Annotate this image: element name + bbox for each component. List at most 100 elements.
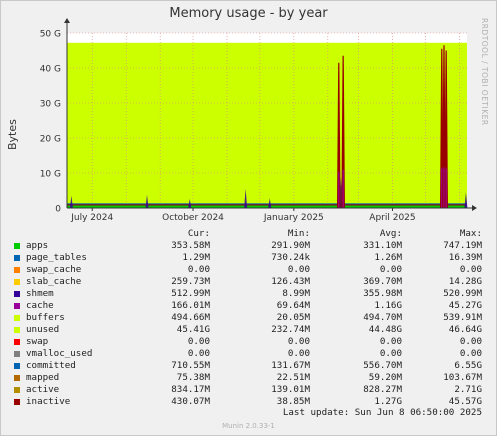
legend-min: 22.51M: [276, 372, 310, 383]
legend-cur: 0.00: [187, 264, 210, 275]
y-tick-label: 40 G: [40, 65, 61, 75]
x-tick-label: April 2025: [369, 213, 415, 223]
legend-name: mapped: [26, 372, 60, 383]
legend-name: unused: [26, 324, 60, 335]
spike-mark: [341, 55, 345, 208]
legend-cur: 710.55M: [171, 360, 210, 371]
bump-mark: [244, 188, 248, 208]
legend-max: 0.00: [459, 336, 482, 347]
legend-min: 139.01M: [271, 384, 310, 395]
y-tick-label: 0: [55, 205, 61, 215]
legend-cur: 75.38M: [176, 372, 210, 383]
x-tick-label: July 2024: [70, 213, 113, 223]
legend-swatch: [14, 363, 20, 369]
legend-avg: 0.00: [379, 336, 402, 347]
spike-mark: [336, 62, 341, 208]
spike-mark: [444, 50, 448, 208]
legend-row-slab-cache: slab_cache 259.73M 126.43M 369.70M 14.28G: [12, 276, 492, 288]
legend-avg: 1.26M: [374, 252, 402, 263]
legend-max: 16.39M: [448, 252, 482, 263]
legend: Cur: Min: Avg: Max: apps 353.58M 291.90M 33…: [12, 228, 492, 408]
legend-avg: 44.48G: [368, 324, 402, 335]
legend-row-page-tables: page_tables 1.29M 730.24k 1.26M 16.39M: [12, 252, 492, 264]
legend-swatch: [14, 243, 20, 249]
legend-min: 126.43M: [271, 276, 310, 287]
legend-max: 6.55G: [454, 360, 482, 371]
legend-name: buffers: [26, 312, 65, 323]
legend-name: swap_cache: [26, 264, 82, 275]
legend-swatch: [14, 279, 20, 285]
legend-avg: 331.10M: [363, 240, 402, 251]
legend-cur: 166.01M: [171, 300, 210, 311]
legend-max: 0.00: [459, 264, 482, 275]
legend-name: inactive: [26, 396, 71, 407]
legend-swatch: [14, 327, 20, 333]
legend-cur: 1.29M: [182, 252, 210, 263]
legend-max: 520.99M: [443, 288, 482, 299]
legend-row-committed: committed 710.55M 131.67M 556.70M 6.55G: [12, 360, 492, 372]
legend-cur: 834.17M: [171, 384, 210, 395]
legend-swatch: [14, 255, 20, 261]
legend-row-apps: apps 353.58M 291.90M 331.10M 747.19M: [12, 240, 492, 252]
legend-min: 131.67M: [271, 360, 310, 371]
legend-avg: 0.00: [379, 348, 402, 359]
x-tick-label: October 2024: [162, 213, 224, 223]
legend-swatch: [14, 375, 20, 381]
legend-max: 0.00: [459, 348, 482, 359]
legend-row-vmalloc-used: vmalloc_used 0.00 0.00 0.00 0.00: [12, 348, 492, 360]
legend-min: 20.05M: [276, 312, 310, 323]
legend-swatch: [14, 315, 20, 321]
legend-min: 8.99M: [282, 288, 310, 299]
legend-swatch: [14, 387, 20, 393]
legend-cur: 0.00: [187, 348, 210, 359]
legend-swatch: [14, 351, 20, 357]
legend-row-mapped: mapped 75.38M 22.51M 59.20M 103.67M: [12, 372, 492, 384]
legend-max: 46.64G: [448, 324, 482, 335]
legend-max: 747.19M: [443, 240, 482, 251]
legend-cur: 353.58M: [171, 240, 210, 251]
legend-row-shmem: shmem 512.99M 8.99M 355.98M 520.99M: [12, 288, 492, 300]
memory-chart: 0 10 G 20 G 30 G 40 G 50 G July 2024 October 20…: [40, 18, 477, 223]
legend-min: 0.00: [287, 348, 310, 359]
unused-area: [67, 42, 467, 208]
legend-row-buffers: buffers 494.66M 20.05M 494.70M 539.91M: [12, 312, 492, 324]
legend-header-max: Max:: [459, 228, 482, 239]
legend-swatch: [14, 339, 20, 345]
legend-max: 539.91M: [443, 312, 482, 323]
legend-avg: 494.70M: [363, 312, 402, 323]
legend-row-cache: cache 166.01M 69.64M 1.16G 45.27G: [12, 300, 492, 312]
chart-title: Memory usage - by year: [169, 6, 328, 21]
legend-max: 103.67M: [443, 372, 482, 383]
legend-header-min: Min:: [287, 228, 310, 239]
legend-header-avg: Avg:: [379, 228, 402, 239]
legend-swatch: [14, 303, 20, 309]
legend-avg: 828.27M: [363, 384, 402, 395]
bump-mark: [145, 194, 149, 208]
legend-row-swap: swap 0.00 0.00 0.00 0.00: [12, 336, 492, 348]
legend-swatch: [14, 267, 20, 273]
legend-max: 2.71G: [454, 384, 482, 395]
legend-min: 0.00: [287, 336, 310, 347]
legend-min: 232.74M: [271, 324, 310, 335]
legend-name: vmalloc_used: [26, 348, 93, 359]
legend-cur: 45.41G: [176, 324, 210, 335]
last-update: Last update: Sun Jun 8 06:50:00 2025: [282, 407, 482, 418]
legend-max: 45.57G: [448, 396, 482, 407]
legend-swatch: [14, 399, 20, 405]
legend-max: 45.27G: [448, 300, 482, 311]
legend-min: 38.85M: [276, 396, 310, 407]
legend-header: Cur: Min: Avg: Max:: [12, 228, 492, 240]
side-credit: RRDTOOL / TOBI OETIKER: [480, 18, 489, 126]
legend-name: slab_cache: [26, 276, 82, 287]
x-tick-label: January 2025: [263, 213, 324, 223]
legend-cur: 430.07M: [171, 396, 210, 407]
bump-mark: [464, 192, 468, 208]
y-tick-label: 50 G: [40, 30, 61, 40]
legend-cur: 259.73M: [171, 276, 210, 287]
y-tick-label: 20 G: [40, 135, 61, 145]
legend-avg: 1.16G: [374, 300, 402, 311]
bump-mark: [188, 198, 192, 208]
y-axis-arrow: [64, 18, 70, 23]
legend-row-swap-cache: swap_cache 0.00 0.00 0.00 0.00: [12, 264, 492, 276]
legend-name: apps: [26, 240, 49, 251]
